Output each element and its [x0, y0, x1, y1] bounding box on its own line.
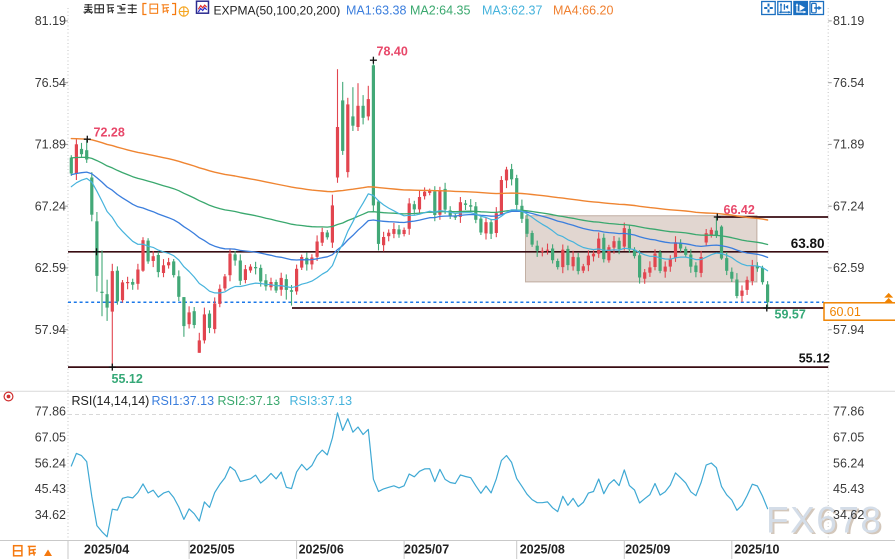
svg-text:RSI1:37.13: RSI1:37.13	[152, 394, 215, 408]
svg-text:45.43: 45.43	[833, 482, 864, 496]
svg-text:RSI2:37.13: RSI2:37.13	[218, 394, 281, 408]
svg-text:57.94: 57.94	[35, 323, 66, 337]
svg-text:60.01: 60.01	[830, 305, 861, 319]
svg-text:2025/07: 2025/07	[404, 543, 449, 557]
svg-text:57.94: 57.94	[833, 323, 864, 337]
svg-text:34.62: 34.62	[35, 508, 66, 522]
svg-text:67.24: 67.24	[35, 200, 66, 214]
svg-text:MA2:64.35: MA2:64.35	[410, 4, 471, 18]
svg-text:2025/05: 2025/05	[189, 543, 234, 557]
svg-text:81.19: 81.19	[833, 14, 864, 28]
svg-text:76.54: 76.54	[35, 76, 66, 90]
svg-text:2025/09: 2025/09	[625, 543, 670, 557]
svg-text:76.54: 76.54	[833, 76, 864, 90]
svg-text:MA1:63.38: MA1:63.38	[346, 4, 407, 18]
svg-text:45.43: 45.43	[35, 482, 66, 496]
svg-text:2025/10: 2025/10	[734, 543, 779, 557]
svg-text:66.42: 66.42	[724, 203, 755, 217]
svg-text:81.19: 81.19	[35, 14, 66, 28]
svg-text:RSI3:37.13: RSI3:37.13	[290, 394, 353, 408]
svg-text:RSI(14,14,14): RSI(14,14,14)	[72, 394, 150, 408]
svg-text:59.57: 59.57	[775, 308, 806, 322]
svg-text:62.59: 62.59	[35, 261, 66, 275]
svg-text:67.05: 67.05	[35, 430, 66, 444]
svg-text:2025/06: 2025/06	[299, 543, 344, 557]
svg-text:56.24: 56.24	[833, 456, 864, 470]
svg-text:2025/08: 2025/08	[520, 543, 565, 557]
svg-text:78.40: 78.40	[377, 45, 408, 59]
svg-text:56.24: 56.24	[35, 456, 66, 470]
svg-text:67.24: 67.24	[833, 200, 864, 214]
svg-text:63.80: 63.80	[791, 236, 825, 251]
svg-text:FX678: FX678	[766, 500, 883, 541]
svg-text:77.86: 77.86	[833, 405, 864, 419]
svg-text:72.28: 72.28	[94, 126, 125, 140]
svg-text:MA4:66.20: MA4:66.20	[553, 4, 614, 18]
svg-text:EXPMA(50,100,20,200): EXPMA(50,100,20,200)	[214, 4, 341, 18]
svg-text:MA3:62.37: MA3:62.37	[482, 4, 543, 18]
svg-text:55.12: 55.12	[112, 372, 143, 386]
svg-text:2025/04: 2025/04	[84, 543, 129, 557]
svg-text:71.89: 71.89	[35, 138, 66, 152]
svg-text:67.05: 67.05	[833, 430, 864, 444]
svg-text:55.12: 55.12	[799, 352, 830, 366]
svg-text:77.86: 77.86	[35, 405, 66, 419]
svg-text:71.89: 71.89	[833, 138, 864, 152]
svg-text:34.62: 34.62	[833, 508, 864, 522]
svg-text:62.59: 62.59	[833, 261, 864, 275]
svg-text:FX678: FX678	[768, 501, 885, 542]
